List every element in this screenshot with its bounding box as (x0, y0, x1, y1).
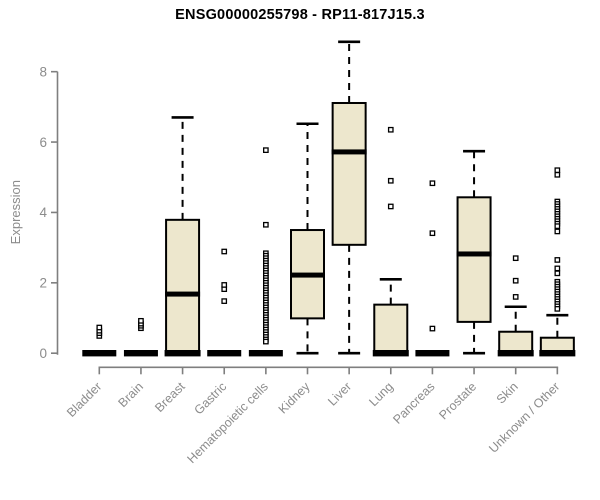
outlier-skin-0 (512, 294, 519, 300)
category-label-bladder: Bladder (64, 380, 104, 420)
zero-bar-unknown-other (539, 350, 576, 357)
outlier-unknown-other-14 (554, 257, 561, 263)
category-label-prostate: Prostate (436, 379, 479, 422)
zero-bar-lung (372, 350, 409, 357)
outlier-skin-2 (512, 255, 519, 262)
box-breast (165, 218, 201, 355)
median-line-prostate (456, 251, 492, 257)
collapsed-box-pancreas (415, 350, 450, 357)
collapsed-box-gastric (207, 350, 242, 357)
zero-bar-skin (497, 350, 534, 357)
outlier-pancreas-1 (429, 230, 436, 237)
outlier-unknown-other-0 (554, 167, 561, 174)
box-lung (373, 303, 409, 355)
category-label-brain: Brain (116, 379, 147, 410)
outlier-lung-0 (387, 203, 394, 210)
outlier-bladder-3 (96, 324, 103, 331)
outlier-unknown-other-15 (554, 265, 561, 272)
outlier-hematopoietic-cells-1 (263, 221, 269, 228)
outlier-brain-3 (138, 317, 144, 324)
zero-bar-breast (164, 350, 201, 357)
outlier-pancreas-2 (429, 180, 436, 187)
category-label-hematopoietic-cells: Hematopoietic cells (184, 380, 271, 467)
chart-title: ENSG00000255798 - RP11-817J15.3 (175, 7, 425, 23)
category-label-kidney: Kidney (276, 379, 313, 416)
y-tick-label-0: 0 (39, 346, 47, 361)
outlier-lung-1 (387, 177, 394, 184)
y-tick-label-2: 2 (39, 276, 47, 291)
box-skin (498, 330, 534, 355)
category-label-unknown-other: Unknown / Other (486, 380, 562, 456)
outlier-hematopoietic-cells-38 (263, 338, 269, 345)
median-line-kidney (290, 272, 325, 278)
outlier-unknown-other-13 (554, 228, 561, 235)
y-tick-label-4: 4 (39, 205, 47, 220)
outlier-unknown-other-12 (554, 223, 561, 230)
collapsed-box-hematopoietic-cells (248, 350, 283, 357)
median-line-liver (331, 149, 367, 155)
outlier-unknown-other-28 (554, 306, 561, 312)
outlier-hematopoietic-cells-0 (263, 147, 269, 154)
category-label-breast: Breast (152, 379, 188, 415)
outlier-unknown-other-1 (554, 171, 561, 178)
box-liver (331, 101, 367, 246)
outlier-skin-1 (512, 277, 519, 284)
outlier-gastric-0 (221, 298, 228, 304)
median-line-breast (165, 291, 201, 297)
outlier-lung-2 (387, 126, 394, 133)
category-label-liver: Liver (325, 380, 354, 409)
outlier-unknown-other-16 (554, 270, 561, 277)
y-tick-label-8: 8 (39, 64, 47, 79)
collapsed-box-bladder (82, 350, 117, 357)
outlier-gastric-3 (221, 248, 228, 255)
category-label-pancreas: Pancreas (390, 380, 437, 427)
category-label-skin: Skin (494, 379, 521, 406)
category-label-gastric: Gastric (191, 380, 229, 418)
collapsed-box-brain (123, 350, 158, 357)
y-tick-label-6: 6 (39, 135, 47, 150)
category-label-lung: Lung (366, 379, 396, 409)
outlier-pancreas-0 (429, 325, 436, 332)
outlier-gastric-2 (221, 282, 228, 288)
box-prostate (456, 196, 492, 323)
